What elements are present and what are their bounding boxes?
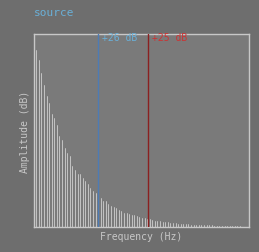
X-axis label: Frequency (Hz): Frequency (Hz): [100, 231, 182, 241]
Text: source: source: [34, 8, 74, 18]
Text: +25 dB: +25 dB: [152, 33, 187, 43]
Text: +26 dB: +26 dB: [103, 33, 138, 43]
Y-axis label: Amplitude (dB): Amplitude (dB): [19, 90, 30, 172]
